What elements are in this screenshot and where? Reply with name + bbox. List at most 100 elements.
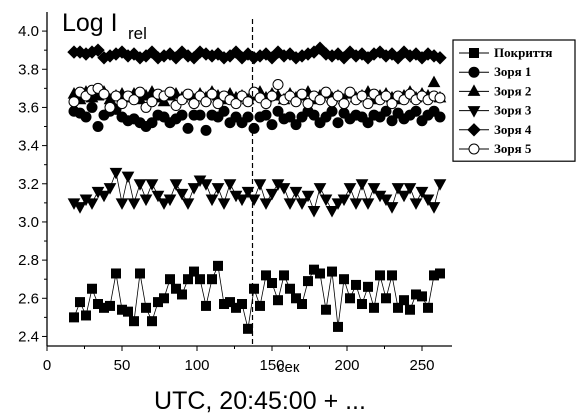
x-tick-label: 150 (259, 357, 284, 374)
data-point (302, 98, 314, 110)
x-tick-label: 100 (184, 357, 209, 374)
data-point (175, 188, 189, 201)
data-point (259, 198, 273, 210)
data-point (260, 98, 272, 110)
data-point (332, 117, 344, 129)
data-point (331, 198, 345, 210)
data-point (308, 109, 320, 121)
x-tick-label: 200 (334, 357, 359, 374)
data-point (261, 270, 271, 281)
series-4 (67, 167, 447, 218)
data-point (104, 101, 116, 113)
data-point (409, 198, 423, 210)
data-point (123, 306, 133, 317)
data-point (111, 268, 121, 279)
legend-item: Зоря 5 (459, 141, 532, 156)
data-point (338, 98, 350, 110)
data-point (146, 117, 158, 129)
legend-item: Зоря 1 (459, 64, 531, 79)
data-point (344, 86, 356, 98)
data-point (349, 198, 363, 210)
y-tick-label: 3.8 (18, 61, 39, 78)
data-point (183, 274, 193, 285)
data-point (105, 300, 115, 311)
data-point (320, 86, 332, 98)
legend-label: Покриття (494, 45, 552, 60)
data-point (200, 124, 212, 136)
plot-area (67, 41, 447, 334)
data-point (375, 270, 385, 281)
data-point (319, 194, 333, 207)
data-point (194, 109, 206, 121)
data-point (182, 88, 194, 100)
x-tick-label: 250 (409, 357, 434, 374)
y-tick-label: 3.2 (18, 176, 39, 193)
data-point (417, 291, 427, 302)
data-point (206, 88, 218, 100)
data-point (423, 302, 433, 313)
data-point (127, 198, 141, 210)
data-point (421, 194, 435, 207)
data-point (211, 183, 225, 195)
data-point (98, 88, 110, 100)
legend-marker (469, 48, 479, 58)
data-point (69, 312, 79, 323)
data-point (379, 194, 393, 207)
data-point (181, 198, 195, 210)
data-point (290, 119, 302, 131)
data-point (333, 321, 343, 332)
data-point (434, 92, 446, 104)
data-point (253, 179, 267, 191)
data-point (201, 300, 211, 311)
data-point (303, 276, 313, 287)
data-point (147, 316, 157, 327)
data-point (223, 179, 237, 191)
data-point (218, 105, 230, 117)
data-point (165, 274, 175, 285)
data-point (243, 323, 253, 334)
y-tick-label: 4.0 (18, 23, 39, 40)
data-point (363, 281, 373, 292)
data-point (267, 278, 277, 289)
data-point (339, 274, 349, 285)
y-axis-label: Log I (62, 9, 118, 37)
legend-box (452, 39, 576, 162)
data-point (182, 122, 194, 134)
legend-marker (467, 106, 481, 118)
data-point (356, 90, 368, 102)
data-point (386, 115, 398, 127)
data-point (327, 266, 337, 277)
data-point (199, 179, 213, 191)
legend-marker (467, 123, 481, 137)
x-tick-label: 50 (114, 357, 131, 374)
data-point (176, 109, 188, 121)
data-point (128, 94, 140, 106)
data-point (381, 293, 391, 304)
data-point (285, 283, 295, 294)
data-point (307, 205, 321, 218)
data-point (332, 90, 344, 102)
data-point (369, 302, 379, 313)
legend: Покриття Зоря 1 Зоря 2 Зоря 3 Зоря 4 Зоря 5 (452, 39, 576, 162)
x-tick-label: 0 (43, 357, 51, 374)
legend-item: Зоря 4 (459, 122, 532, 137)
data-point (273, 295, 283, 306)
series-5 (67, 41, 447, 65)
data-point (73, 202, 87, 214)
data-point (177, 289, 187, 300)
series-2 (68, 101, 446, 136)
data-point (321, 304, 331, 315)
data-point (80, 111, 92, 123)
data-point (195, 274, 205, 285)
data-point (86, 101, 98, 113)
y-tick-label: 2.8 (18, 252, 39, 269)
data-point (289, 186, 303, 199)
data-point (385, 202, 399, 214)
data-point (351, 279, 361, 290)
data-point (283, 198, 297, 210)
series-1-line (73, 264, 441, 329)
data-point (295, 198, 309, 210)
data-point (205, 194, 219, 207)
data-point (145, 179, 159, 191)
